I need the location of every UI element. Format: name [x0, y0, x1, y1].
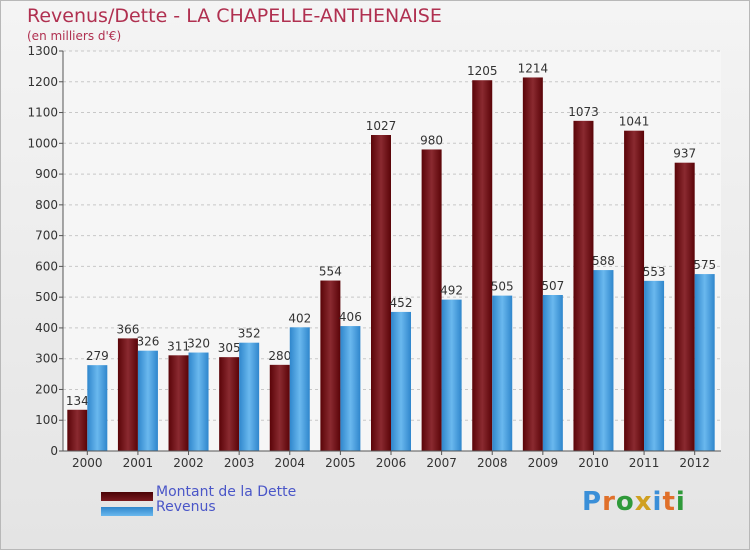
y-tick-label: 600 — [35, 259, 58, 273]
bar-revenus — [441, 299, 462, 451]
x-tick-label: 2002 — [173, 456, 204, 470]
y-tick-label: 100 — [35, 413, 58, 427]
bar-revenus — [593, 270, 614, 451]
value-label: 1205 — [467, 64, 498, 78]
value-label: 311 — [167, 339, 190, 353]
value-label: 279 — [86, 349, 109, 363]
bar-revenus — [289, 327, 310, 451]
logo-letter: o — [615, 487, 635, 517]
bar-dette — [371, 135, 391, 451]
bar-dette — [219, 357, 240, 451]
bar-dette — [117, 338, 138, 451]
value-label: 1214 — [518, 61, 549, 75]
x-tick-label: 2007 — [426, 456, 457, 470]
logo-letter: x — [634, 487, 653, 517]
bar-revenus — [391, 311, 411, 451]
bar-dette — [624, 130, 645, 451]
x-tick-label: 2000 — [72, 456, 103, 470]
value-label: 575 — [693, 258, 716, 272]
bar-dette — [168, 355, 189, 451]
y-tick-label: 500 — [35, 290, 58, 304]
x-tick-label: 2001 — [123, 456, 154, 470]
bar-revenus — [644, 280, 665, 451]
y-tick-label: 0 — [50, 444, 58, 458]
value-label: 507 — [541, 279, 564, 293]
logo-letter: t — [662, 487, 676, 517]
bar-dette — [269, 364, 290, 451]
bar-dette — [522, 77, 543, 451]
bar-dette — [421, 149, 442, 451]
value-label: 326 — [136, 335, 159, 349]
x-tick-label: 2010 — [578, 456, 609, 470]
legend-swatch-revenus — [101, 507, 153, 516]
value-label: 1073 — [568, 105, 599, 119]
bar-revenus — [492, 295, 513, 451]
value-label: 937 — [673, 147, 696, 161]
x-tick-label: 2005 — [325, 456, 356, 470]
bar-dette — [320, 280, 341, 451]
value-label: 352 — [238, 327, 261, 341]
bar-dette — [573, 120, 594, 451]
bar-revenus — [137, 350, 158, 451]
y-tick-label: 400 — [35, 321, 58, 335]
chart-title: Revenus/Dette - LA CHAPELLE-ANTHENAISE — [27, 5, 442, 27]
value-label: 980 — [420, 133, 443, 147]
value-label: 402 — [288, 311, 311, 325]
bar-revenus — [188, 352, 209, 451]
x-tick-label: 2009 — [528, 456, 559, 470]
value-label: 505 — [491, 280, 514, 294]
value-label: 553 — [643, 265, 666, 279]
logo-letter: P — [582, 487, 603, 517]
bar-revenus — [87, 365, 108, 451]
value-label: 588 — [592, 254, 615, 268]
y-tick-label: 900 — [35, 167, 58, 181]
value-label: 1041 — [619, 115, 650, 129]
bar-revenus — [340, 326, 361, 451]
x-tick-label: 2011 — [629, 456, 660, 470]
logo-letter: i — [675, 487, 686, 517]
bar-revenus — [239, 342, 260, 451]
bar-dette — [472, 80, 493, 451]
legend-label-dette: Montant de la Dette — [156, 484, 297, 500]
y-tick-label: 1200 — [27, 75, 58, 89]
chart-subtitle: (en milliers d'€) — [27, 29, 122, 43]
value-label: 452 — [390, 296, 413, 310]
x-tick-label: 2008 — [477, 456, 508, 470]
value-label: 320 — [187, 337, 210, 351]
value-label: 134 — [66, 394, 89, 408]
y-tick-label: 800 — [35, 198, 58, 212]
bar-revenus — [694, 274, 715, 451]
x-tick-label: 2003 — [224, 456, 255, 470]
bar-dette — [67, 409, 88, 451]
y-tick-label: 700 — [35, 229, 58, 243]
legend-swatch-dette — [101, 492, 153, 501]
legend-label-revenus: Revenus — [156, 499, 216, 515]
value-label: 554 — [319, 265, 342, 279]
y-tick-label: 300 — [35, 352, 58, 366]
value-label: 492 — [440, 284, 463, 298]
bar-dette — [674, 162, 695, 451]
y-tick-label: 1300 — [27, 44, 58, 58]
logo-letter: r — [602, 487, 616, 517]
y-tick-label: 200 — [35, 382, 58, 396]
x-tick-label: 2012 — [679, 456, 710, 470]
y-tick-label: 1100 — [27, 106, 58, 120]
y-tick-label: 1000 — [27, 136, 58, 150]
x-tick-label: 2006 — [376, 456, 407, 470]
proxiti-logo: Proxiti — [582, 487, 686, 517]
value-label: 305 — [218, 341, 241, 355]
logo-letter: i — [652, 487, 663, 517]
axis-layer: 0 100 200 300 400 500 600 700 800 900 1000 1100 1200… — [27, 44, 721, 470]
value-label: 366 — [116, 322, 139, 336]
value-label: 280 — [268, 349, 291, 363]
value-label: 1027 — [366, 119, 397, 133]
bar-revenus — [542, 295, 563, 451]
value-label: 406 — [339, 310, 362, 324]
x-tick-label: 2004 — [274, 456, 305, 470]
